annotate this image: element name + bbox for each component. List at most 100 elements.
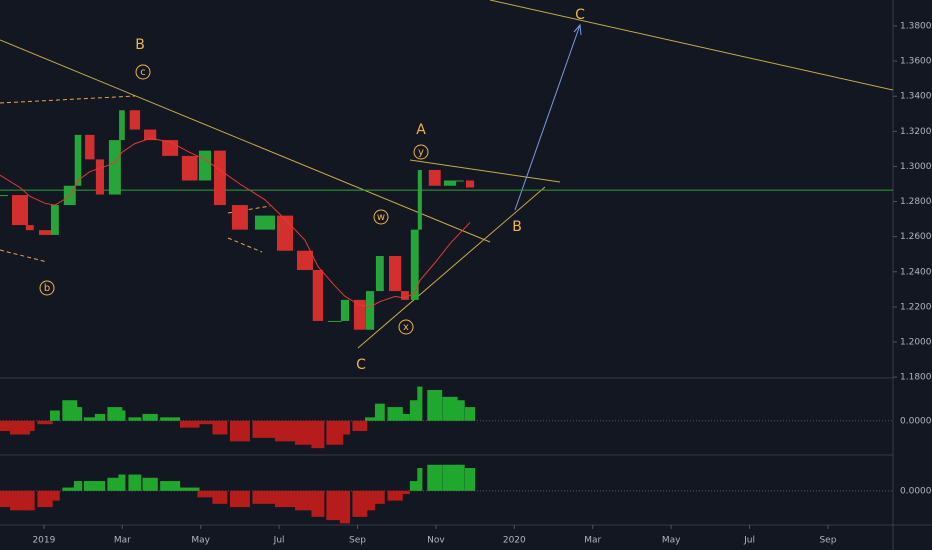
candle <box>443 180 457 186</box>
oscillator-bar <box>73 407 83 421</box>
oscillator-bar <box>352 420 368 432</box>
oscillator-bar <box>83 481 96 491</box>
x-tick-label: Mar <box>584 536 601 546</box>
wave-label: w <box>377 212 385 223</box>
candle <box>108 140 121 195</box>
oscillator-bar <box>339 490 351 524</box>
moving-average <box>0 137 471 308</box>
oscillator-bar <box>427 389 443 421</box>
wave-label: B <box>135 37 145 53</box>
oscillator-bar <box>409 400 420 421</box>
oscillator-bar <box>339 420 351 435</box>
oscillator-bar <box>212 420 228 435</box>
candle <box>455 180 464 182</box>
oscillator-bar <box>212 490 228 504</box>
oscillator-bar <box>142 477 158 491</box>
oscillator-bar <box>118 474 126 491</box>
arrow-head <box>573 23 582 36</box>
candle <box>296 250 313 271</box>
wave-label: b <box>44 283 50 294</box>
wave-label: A <box>416 122 426 138</box>
candle <box>401 291 409 300</box>
oscillator-bar <box>442 464 458 491</box>
oscillator-bar <box>24 490 35 511</box>
oscillator-bar <box>179 487 200 491</box>
candle <box>410 229 419 300</box>
oscillator-bar <box>37 490 53 508</box>
oscillator-bar <box>229 420 250 442</box>
y-tick-label: 1.30000 <box>900 162 932 172</box>
x-tick-label: Mar <box>114 536 131 546</box>
wave-circle <box>413 144 429 160</box>
candle <box>0 195 8 197</box>
candle <box>254 215 276 230</box>
candle <box>129 110 141 130</box>
x-tick-label: May <box>191 536 210 546</box>
y-tick-label: 1.20000 <box>900 338 932 348</box>
oscillator-bar <box>311 420 325 449</box>
wave-label: C <box>356 357 366 373</box>
x-tick-label: Sep <box>819 536 836 546</box>
wave-label: c <box>140 67 146 78</box>
y-tick-label: 1.34000 <box>900 92 932 102</box>
trendline <box>227 237 263 253</box>
x-tick-label: May <box>662 536 681 546</box>
oscillator-bar <box>326 490 344 521</box>
oscillator-bar <box>0 490 10 508</box>
oscillator-bar <box>128 417 142 421</box>
candle <box>74 134 82 186</box>
candle <box>417 169 422 230</box>
trendline <box>0 95 136 104</box>
y-tick-label: 1.18000 <box>900 373 932 383</box>
candle <box>119 110 125 141</box>
candle <box>144 129 157 141</box>
y-tick-label: 1.24000 <box>900 267 932 277</box>
candle <box>162 140 179 156</box>
x-tick-label: 2019 <box>32 536 55 546</box>
candle <box>365 291 375 330</box>
oscillator-bar <box>179 420 200 428</box>
oscillator-bar <box>49 410 60 421</box>
candle <box>50 205 59 235</box>
drawings <box>0 0 894 349</box>
oscillator-bar <box>160 417 181 421</box>
wave-circle <box>373 209 389 225</box>
wave-circle <box>39 280 55 296</box>
oscillator-bar <box>0 420 10 432</box>
oscillator-bar <box>294 490 315 511</box>
candle <box>11 195 28 226</box>
wave-circle <box>135 64 151 80</box>
oscillator-bar <box>49 490 60 501</box>
candle <box>38 230 52 235</box>
oscillator-bar <box>464 407 476 421</box>
candle <box>181 155 198 181</box>
candle <box>231 205 248 230</box>
candle <box>428 169 441 186</box>
y-tick-label: 1.36000 <box>900 57 932 67</box>
oscillator-bar <box>352 490 368 517</box>
oscillator-bar <box>326 420 344 445</box>
trendline <box>0 249 48 263</box>
oscillator-bar <box>464 468 476 491</box>
y-tick-label: 1.26000 <box>900 232 932 242</box>
wave-label: C <box>575 7 585 23</box>
oscillator-bar <box>24 420 35 432</box>
x-tick-label: Jul <box>273 536 285 546</box>
oscillator-bar <box>73 481 83 491</box>
candle <box>312 270 324 321</box>
projection-arrow <box>514 24 581 211</box>
oscillator-bar <box>252 490 278 504</box>
oscillator-bar <box>83 417 96 421</box>
oscillator-bar <box>454 464 465 491</box>
oscillator-bar <box>417 468 423 491</box>
oscillator-bar <box>160 481 181 491</box>
candle <box>213 150 226 206</box>
oscillator-bar <box>454 400 465 421</box>
oscillator-bar <box>37 420 53 425</box>
oscillator-bar <box>62 487 78 491</box>
y-tick-label: 1.32000 <box>900 127 932 137</box>
x-tick-label: Jul <box>743 536 755 546</box>
oscillator-bar <box>118 410 126 421</box>
